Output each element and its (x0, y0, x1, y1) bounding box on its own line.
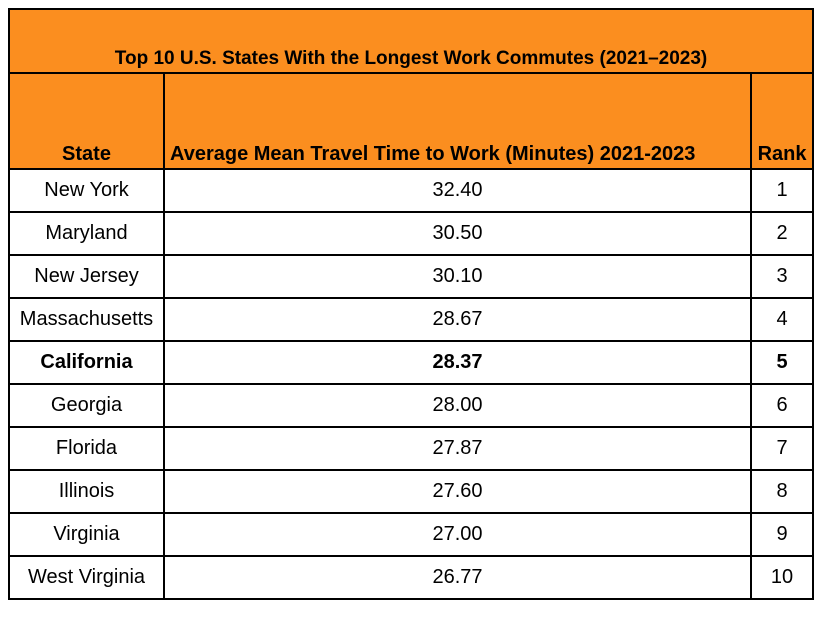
table-row: Florida 27.87 7 (8, 426, 815, 471)
travel-time-cell: 27.00 (163, 512, 752, 557)
travel-time-cell: 27.60 (163, 469, 752, 514)
travel-time-cell: 32.40 (163, 168, 752, 213)
rank-cell: 1 (749, 168, 815, 213)
column-header-travel-time: Average Mean Travel Time to Work (Minute… (163, 72, 752, 170)
state-cell: California (8, 340, 165, 385)
column-header-row: State Average Mean Travel Time to Work (… (8, 72, 815, 170)
title-row: Top 10 U.S. States With the Longest Work… (7, 8, 815, 74)
state-cell: Florida (8, 426, 165, 471)
rank-cell: 2 (749, 211, 815, 256)
table-row: New York 32.40 1 (8, 168, 815, 213)
travel-time-cell: 28.37 (163, 340, 752, 385)
state-cell: New Jersey (8, 254, 165, 299)
rank-cell: 7 (749, 426, 815, 471)
rank-cell: 9 (749, 512, 815, 557)
travel-time-cell: 30.50 (163, 211, 752, 256)
state-cell: Illinois (8, 469, 165, 514)
column-header-state: State (8, 72, 165, 170)
rank-cell: 5 (749, 340, 815, 385)
travel-time-cell: 27.87 (163, 426, 752, 471)
state-cell: Georgia (8, 383, 165, 428)
table-row: Illinois 27.60 8 (8, 469, 815, 514)
state-cell: Massachusetts (8, 297, 165, 342)
table-body: New York 32.40 1 Maryland 30.50 2 New Jersey 30… (8, 168, 815, 600)
travel-time-cell: 28.67 (163, 297, 752, 342)
rank-cell: 6 (749, 383, 815, 428)
table-row: New Jersey 30.10 3 (8, 254, 815, 299)
table-row: Georgia 28.00 6 (8, 383, 815, 428)
table-row: Maryland 30.50 2 (8, 211, 815, 256)
travel-time-cell: 26.77 (163, 555, 752, 600)
travel-time-cell: 28.00 (163, 383, 752, 428)
table-row: West Virginia 26.77 10 (8, 555, 815, 600)
rank-cell: 4 (749, 297, 815, 342)
state-cell: Virginia (8, 512, 165, 557)
state-cell: Maryland (8, 211, 165, 256)
rank-cell: 8 (749, 469, 815, 514)
commute-table-container: Top 10 U.S. States With the Longest Work… (7, 8, 815, 613)
rank-cell: 3 (749, 254, 815, 299)
rank-cell: 10 (749, 555, 815, 600)
table-row: California 28.37 5 (8, 340, 815, 385)
travel-time-cell: 30.10 (163, 254, 752, 299)
table-row: Massachusetts 28.67 4 (8, 297, 815, 342)
commute-table: Top 10 U.S. States With the Longest Work… (7, 8, 815, 600)
state-cell: New York (8, 168, 165, 213)
table-title: Top 10 U.S. States With the Longest Work… (7, 8, 815, 74)
column-header-rank: Rank (749, 72, 815, 170)
table-row: Virginia 27.00 9 (8, 512, 815, 557)
state-cell: West Virginia (8, 555, 165, 600)
